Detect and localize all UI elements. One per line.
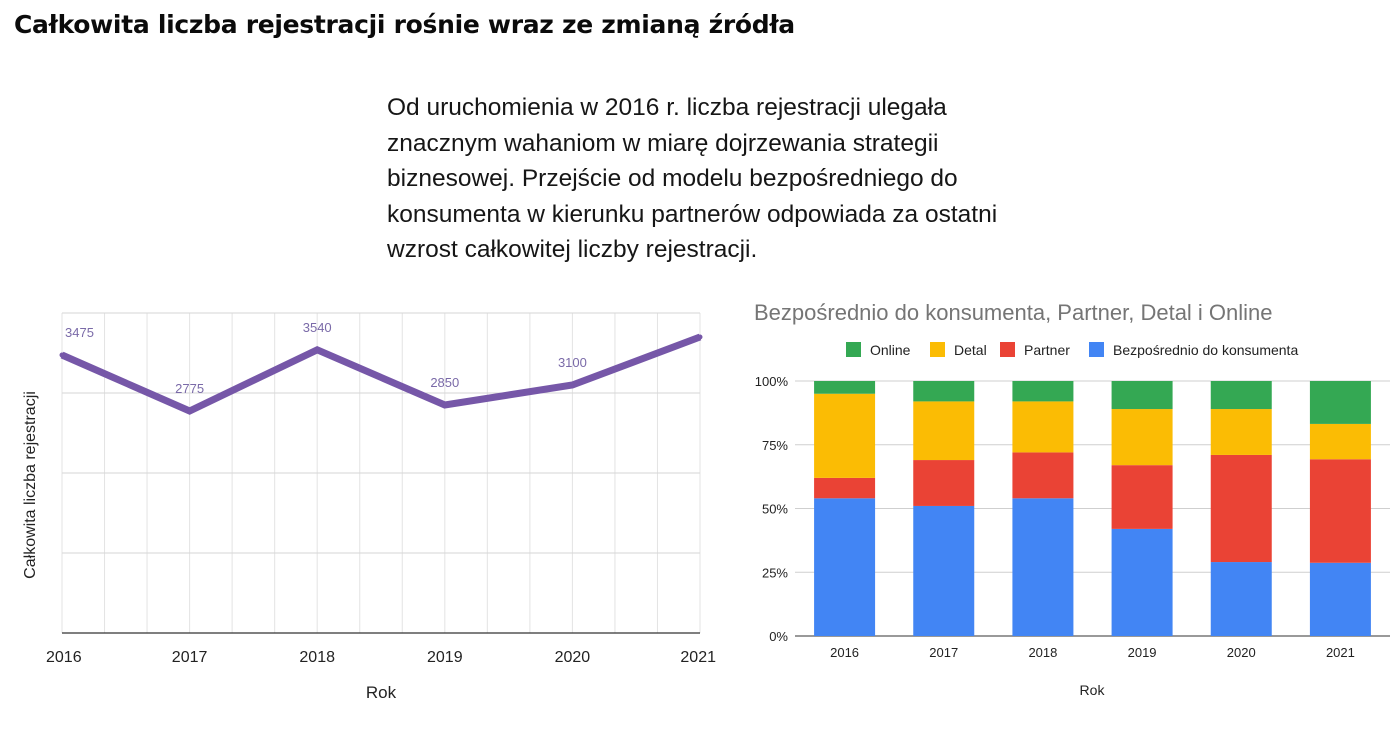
bar-segment (814, 393, 876, 478)
x-tick-label: 2019 (427, 649, 463, 666)
y-tick-label: 100% (755, 374, 789, 389)
data-label: 3100 (558, 355, 587, 370)
data-point (442, 402, 448, 408)
line-chart: 3475 2775 3540 2850 3100 2016 2017 2018 2019 2020… (22, 312, 716, 702)
legend-swatch (930, 342, 945, 357)
x-tick-label: 2020 (1227, 645, 1256, 660)
bar-segment (814, 477, 876, 499)
bar-segment (1111, 409, 1173, 466)
data-point (569, 382, 575, 388)
legend-label: Detal (954, 342, 987, 358)
bar-segment (1111, 465, 1173, 529)
bar-segment (913, 381, 975, 402)
x-axis-title: Rok (366, 683, 397, 702)
bar-segment (1309, 459, 1371, 563)
x-tick-label: 2018 (1028, 645, 1057, 660)
y-axis-title: Całkowita liczba rejestracji (22, 391, 39, 579)
y-tick-label: 0% (769, 629, 788, 644)
legend-label: Partner (1024, 342, 1070, 358)
x-tick-label: 2020 (555, 649, 591, 666)
bar-segment (1111, 528, 1173, 636)
bar-segment (1111, 381, 1173, 410)
bar-segment (1012, 381, 1074, 402)
data-label: 2775 (175, 381, 204, 396)
bar-segment (814, 498, 876, 636)
bar-segment (1210, 409, 1272, 455)
bar-segment (913, 460, 975, 506)
bar-segment (1309, 562, 1371, 636)
data-point (314, 347, 320, 353)
page-title: Całkowita liczba rejestracji rośnie wraz… (14, 10, 795, 39)
x-tick-label: 2021 (1326, 645, 1355, 660)
bar-segment (1012, 401, 1074, 453)
legend-swatch (1000, 342, 1015, 357)
y-tick-label: 75% (762, 438, 788, 453)
bar-segment (913, 401, 975, 461)
x-tick-label: 2017 (172, 649, 208, 666)
data-label: 3475 (65, 325, 94, 340)
x-tick-label: 2021 (680, 649, 716, 666)
x-axis-title: Rok (1080, 682, 1106, 698)
x-tick-label: 2017 (929, 645, 958, 660)
x-tick-label: 2016 (46, 649, 82, 666)
bar-segment (1210, 381, 1272, 410)
bar-segment (1012, 498, 1074, 636)
legend-label: Bezpośrednio do konsumenta (1113, 342, 1298, 358)
bar-segment (1210, 454, 1272, 563)
chart-title: Bezpośrednio do konsumenta, Partner, Det… (754, 300, 1273, 325)
x-tick-label: 2019 (1128, 645, 1157, 660)
data-point (59, 352, 65, 358)
bar-segment (814, 381, 876, 394)
series-line (60, 333, 702, 415)
x-tick-label: 2018 (299, 649, 335, 666)
bar-segment (1309, 381, 1371, 424)
data-point (187, 408, 193, 414)
data-label: 2850 (430, 375, 459, 390)
data-point (697, 334, 703, 340)
bar-segment (913, 505, 975, 636)
bar-segment (1210, 562, 1272, 636)
legend-label: Online (870, 342, 911, 358)
y-tick-label: 50% (762, 502, 788, 517)
intro-paragraph: Od uruchomienia w 2016 r. liczba rejestr… (387, 94, 998, 263)
bar-segment (1309, 423, 1371, 460)
stacked-bar-chart: Bezpośrednio do konsumenta, Partner, Det… (754, 300, 1390, 698)
legend-swatch (846, 342, 861, 357)
bar-segment (1012, 452, 1074, 499)
x-tick-label: 2016 (830, 645, 859, 660)
legend-swatch (1089, 342, 1104, 357)
y-tick-label: 25% (762, 565, 788, 580)
data-label: 3540 (303, 320, 332, 335)
